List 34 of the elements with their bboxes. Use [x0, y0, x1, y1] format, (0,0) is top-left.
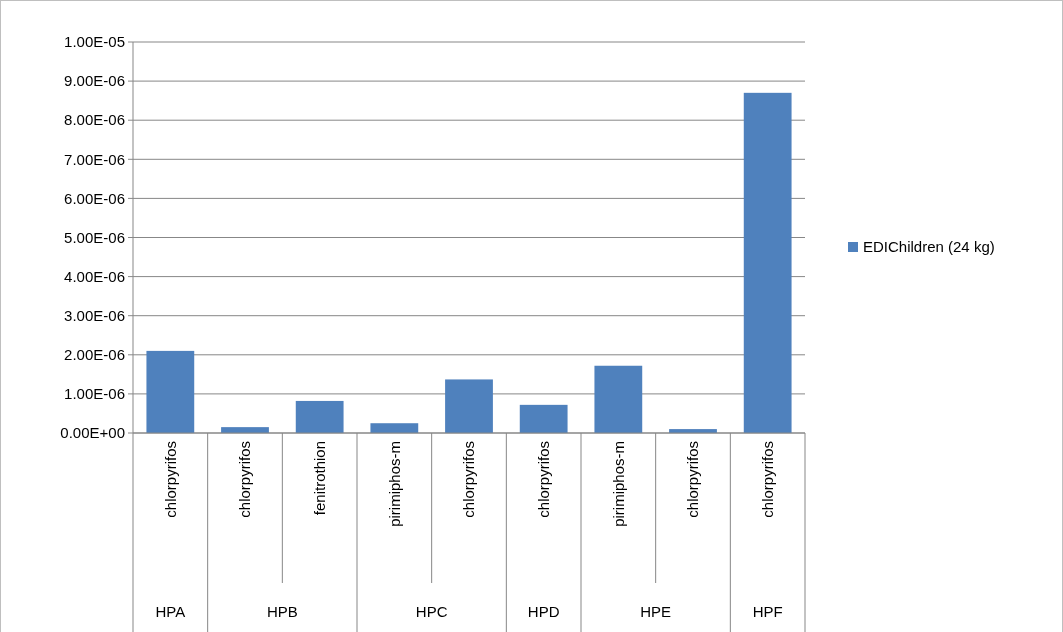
y-tick-label: 5.00E-06 — [64, 228, 125, 246]
text: HPA — [155, 603, 186, 620]
x-tick-label: pirimiphos-m — [385, 441, 403, 527]
x-tick-label: chlorpyrifos — [236, 441, 254, 518]
bar — [743, 92, 792, 433]
y-tick-label: 9.00E-06 — [64, 72, 125, 90]
x-tick-label: chlorpyrifos — [758, 441, 776, 518]
y-tick-label: 3.00E-06 — [64, 306, 125, 324]
text: HPD — [527, 603, 560, 620]
text: HPE — [640, 603, 672, 620]
y-tick-label: 7.00E-06 — [64, 150, 125, 168]
y-tick-label: 2.00E-06 — [64, 346, 125, 364]
y-tick-label: 1.00E-06 — [64, 385, 125, 403]
legend-label: EDIChildren (24 kg) — [863, 238, 995, 256]
x-tick-label: chlorpyrifos — [684, 441, 702, 518]
bar — [370, 423, 419, 433]
y-tick-label: 1.00E-05 — [64, 33, 125, 51]
bar — [594, 365, 643, 433]
bar — [295, 400, 344, 433]
y-tick-label: 0.00E+00 — [60, 424, 125, 442]
bar — [519, 404, 568, 433]
x-tick-label: pirimiphos-m — [609, 441, 627, 527]
y-tick-label: 4.00E-06 — [64, 267, 125, 285]
text: HPF — [752, 603, 783, 620]
bar — [146, 350, 195, 433]
y-tick-label: 8.00E-06 — [64, 111, 125, 129]
text: HPB — [266, 603, 298, 620]
text: HPC — [415, 603, 448, 620]
x-tick-label: chlorpyrifos — [460, 441, 478, 518]
x-tick-label: fenitrothion — [310, 441, 328, 516]
x-tick-label: chlorpyrifos — [534, 441, 552, 518]
bar — [445, 379, 493, 433]
x-tick-label: chlorpyrifos — [161, 441, 179, 518]
y-tick-label: 6.00E-06 — [64, 189, 125, 207]
